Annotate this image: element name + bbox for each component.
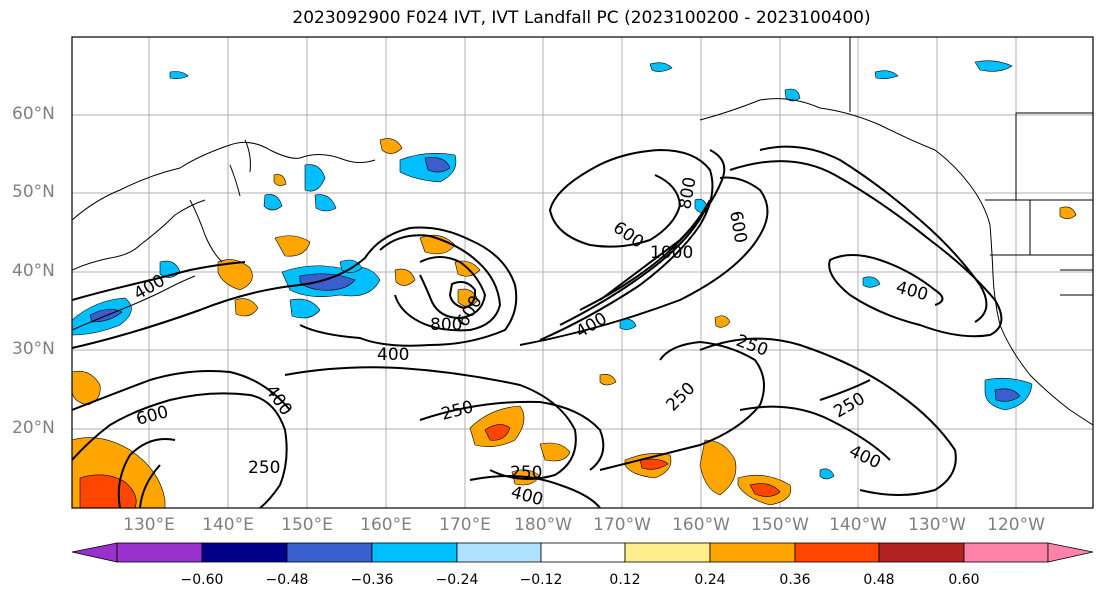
map-title: 2023092900 F024 IVT, IVT Landfall PC (20… <box>292 8 871 28</box>
shaded-anomalies <box>72 60 1077 508</box>
colorbar-tick: 0.12 <box>609 572 641 588</box>
contour-label: 250 <box>510 463 542 483</box>
colorbar-tick: 0.24 <box>694 572 726 588</box>
map-frame <box>71 36 1094 509</box>
colorbar-tick: −0.48 <box>265 572 309 588</box>
lat-label-30n: 30°N <box>12 339 55 359</box>
colorbar-tick: −0.36 <box>350 572 394 588</box>
colorbar-tick: −0.60 <box>180 572 224 588</box>
ivt-contours <box>72 145 1003 508</box>
lon-label-130w: 130°W <box>908 515 966 535</box>
contour-label: 600 <box>134 402 171 430</box>
contour-label: 800 <box>430 315 462 335</box>
lon-label-130e: 130°E <box>123 515 175 535</box>
colorbar-tick: −0.12 <box>519 572 563 588</box>
lon-label-120w: 120°W <box>987 515 1045 535</box>
contour-label: 400 <box>573 309 611 343</box>
contour-label: 250 <box>439 397 476 425</box>
colorbar-extend-max <box>1047 542 1094 563</box>
lon-label-140w: 140°W <box>829 515 887 535</box>
coastlines <box>72 37 1093 426</box>
contour-label: 250 <box>248 458 280 478</box>
lon-label-180w: 180°W <box>514 515 572 535</box>
lon-label-140e: 140°E <box>202 515 254 535</box>
lat-label-20n: 20°N <box>12 418 55 438</box>
lon-label-160e: 160°E <box>360 515 412 535</box>
colorbar-tick: 0.36 <box>779 572 811 588</box>
lon-label-170e: 170°E <box>439 515 491 535</box>
contour-label: 250 <box>733 331 770 361</box>
contour-label: 250 <box>662 378 699 415</box>
contour-label: 600 <box>725 209 750 244</box>
colorbar-extend-min <box>71 542 118 563</box>
lon-label-150e: 150°E <box>281 515 333 535</box>
colorbar-tick: 0.60 <box>948 572 980 588</box>
colorbar-tick: −0.24 <box>435 572 479 588</box>
contour-label: 400 <box>377 345 409 365</box>
lon-label-150w: 150°W <box>751 515 809 535</box>
lon-label-160w: 160°W <box>672 515 730 535</box>
lat-label-50n: 50°N <box>12 182 55 202</box>
colorbar <box>71 542 1094 563</box>
contour-label: 400 <box>846 441 884 473</box>
lat-label-40n: 40°N <box>12 261 55 281</box>
lon-label-170w: 170°W <box>593 515 651 535</box>
contour-label: 1000 <box>650 243 693 263</box>
colorbar-tick: 0.48 <box>863 572 895 588</box>
contour-label: 400 <box>509 483 546 511</box>
lat-label-60n: 60°N <box>12 104 55 124</box>
